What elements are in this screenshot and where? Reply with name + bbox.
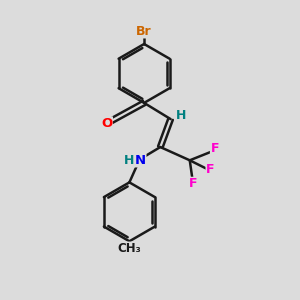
Text: H: H bbox=[176, 109, 186, 122]
Text: Br: Br bbox=[136, 25, 152, 38]
Text: F: F bbox=[211, 142, 219, 155]
Text: F: F bbox=[206, 163, 214, 176]
Text: F: F bbox=[188, 177, 197, 190]
Text: H: H bbox=[124, 154, 135, 167]
Text: CH₃: CH₃ bbox=[118, 242, 141, 255]
Text: N: N bbox=[135, 154, 146, 167]
Text: O: O bbox=[101, 117, 112, 130]
